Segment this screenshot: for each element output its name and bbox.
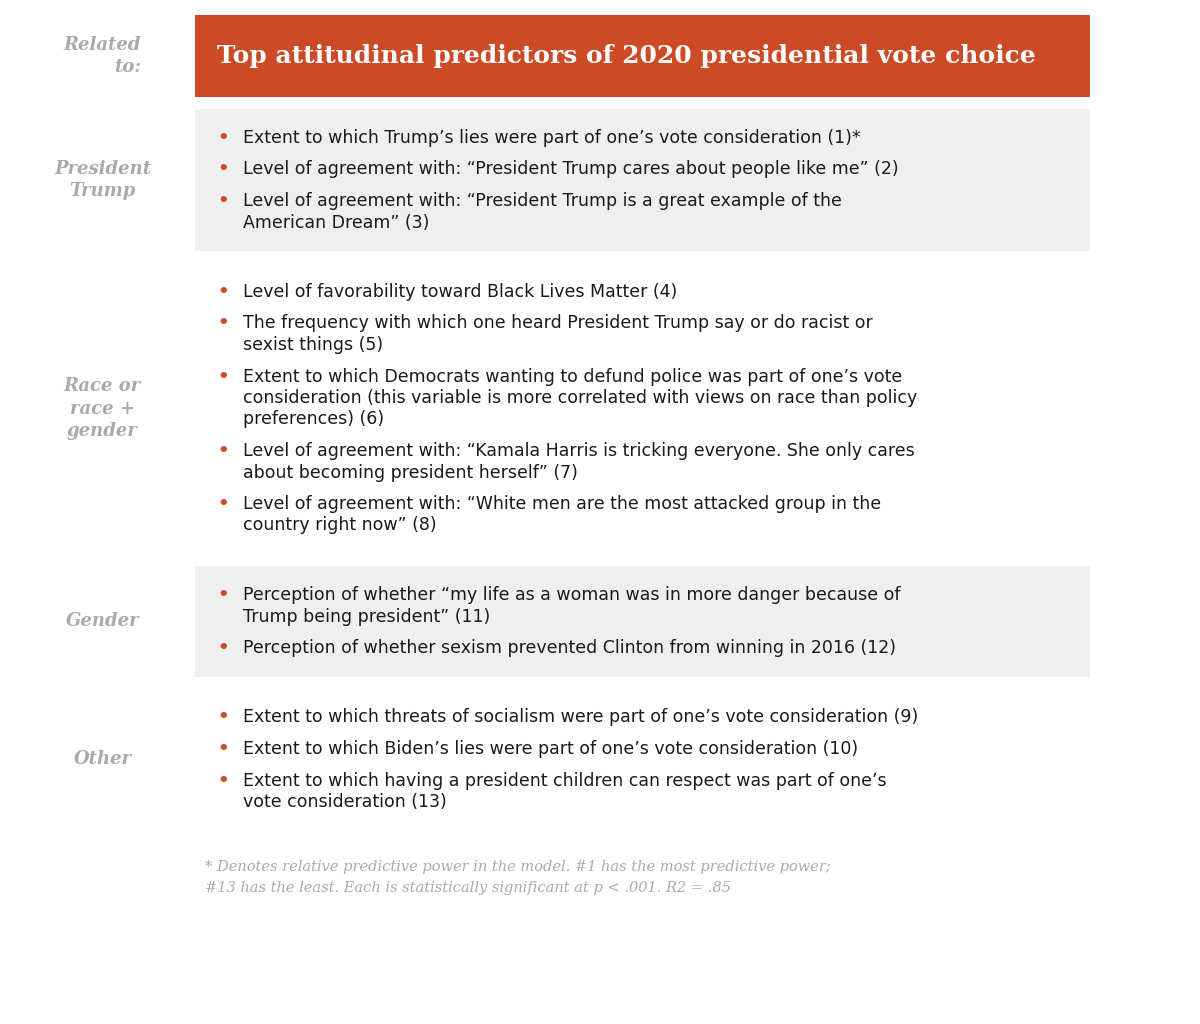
Bar [194, 263, 1090, 554]
Text: •: • [217, 193, 229, 210]
Text: Extent to which Biden’s lies were part of one’s vote consideration (10): Extent to which Biden’s lies were part o… [242, 740, 858, 758]
Text: Level of agreement with: “Kamala Harris is tricking everyone. She only cares: Level of agreement with: “Kamala Harris … [242, 442, 914, 460]
Text: preferences) (6): preferences) (6) [242, 411, 384, 428]
Text: •: • [217, 495, 229, 513]
Text: Perception of whether “my life as a woman was in more danger because of: Perception of whether “my life as a woma… [242, 586, 900, 604]
Text: country right now” (8): country right now” (8) [242, 516, 437, 535]
Text: about becoming president herself” (7): about becoming president herself” (7) [242, 464, 578, 481]
Text: Top attitudinal predictors of 2020 presidential vote choice: Top attitudinal predictors of 2020 presi… [217, 44, 1036, 68]
Text: Other: Other [73, 751, 132, 768]
Text: Related
to:: Related to: [64, 36, 142, 76]
Text: Trump being president” (11): Trump being president” (11) [242, 607, 491, 626]
Text: Level of agreement with: “White men are the most attacked group in the: Level of agreement with: “White men are … [242, 495, 881, 513]
Text: Extent to which threats of socialism were part of one’s vote consideration (9): Extent to which threats of socialism wer… [242, 709, 918, 726]
Text: Gender: Gender [66, 612, 139, 630]
Text: President
Trump: President Trump [54, 160, 151, 200]
Text: Extent to which having a president children can respect was part of one’s: Extent to which having a president child… [242, 771, 887, 790]
Text: •: • [217, 639, 229, 657]
Text: Level of agreement with: “President Trump cares about people like me” (2): Level of agreement with: “President Trum… [242, 161, 899, 178]
Text: •: • [217, 586, 229, 604]
Text: American Dream” (3): American Dream” (3) [242, 213, 430, 231]
Text: Extent to which Democrats wanting to defund police was part of one’s vote: Extent to which Democrats wanting to def… [242, 368, 902, 385]
Bar [194, 109, 1090, 251]
Text: •: • [217, 314, 229, 333]
Text: •: • [217, 283, 229, 301]
Text: •: • [217, 740, 229, 758]
Text: Extent to which Trump’s lies were part of one’s vote consideration (1)*: Extent to which Trump’s lies were part o… [242, 129, 860, 147]
Bar [194, 688, 1090, 830]
Text: The frequency with which one heard President Trump say or do racist or: The frequency with which one heard Presi… [242, 314, 872, 333]
Text: Race or
race +
gender: Race or race + gender [64, 377, 142, 439]
Bar [194, 566, 1090, 677]
Text: •: • [217, 709, 229, 726]
Text: Level of agreement with: “President Trump is a great example of the: Level of agreement with: “President Trum… [242, 193, 842, 210]
Text: * Denotes relative predictive power in the model. #1 has the most predictive pow: * Denotes relative predictive power in t… [205, 860, 830, 895]
Text: •: • [217, 129, 229, 147]
Text: •: • [217, 442, 229, 460]
Text: •: • [217, 771, 229, 790]
Text: Perception of whether sexism prevented Clinton from winning in 2016 (12): Perception of whether sexism prevented C… [242, 639, 896, 657]
Text: vote consideration (13): vote consideration (13) [242, 793, 446, 811]
Bar [194, 15, 1090, 97]
Text: sexist things (5): sexist things (5) [242, 336, 383, 354]
Text: •: • [217, 368, 229, 385]
Text: •: • [217, 161, 229, 178]
Text: consideration (this variable is more correlated with views on race than policy: consideration (this variable is more cor… [242, 389, 917, 407]
Text: Level of favorability toward Black Lives Matter (4): Level of favorability toward Black Lives… [242, 283, 677, 301]
